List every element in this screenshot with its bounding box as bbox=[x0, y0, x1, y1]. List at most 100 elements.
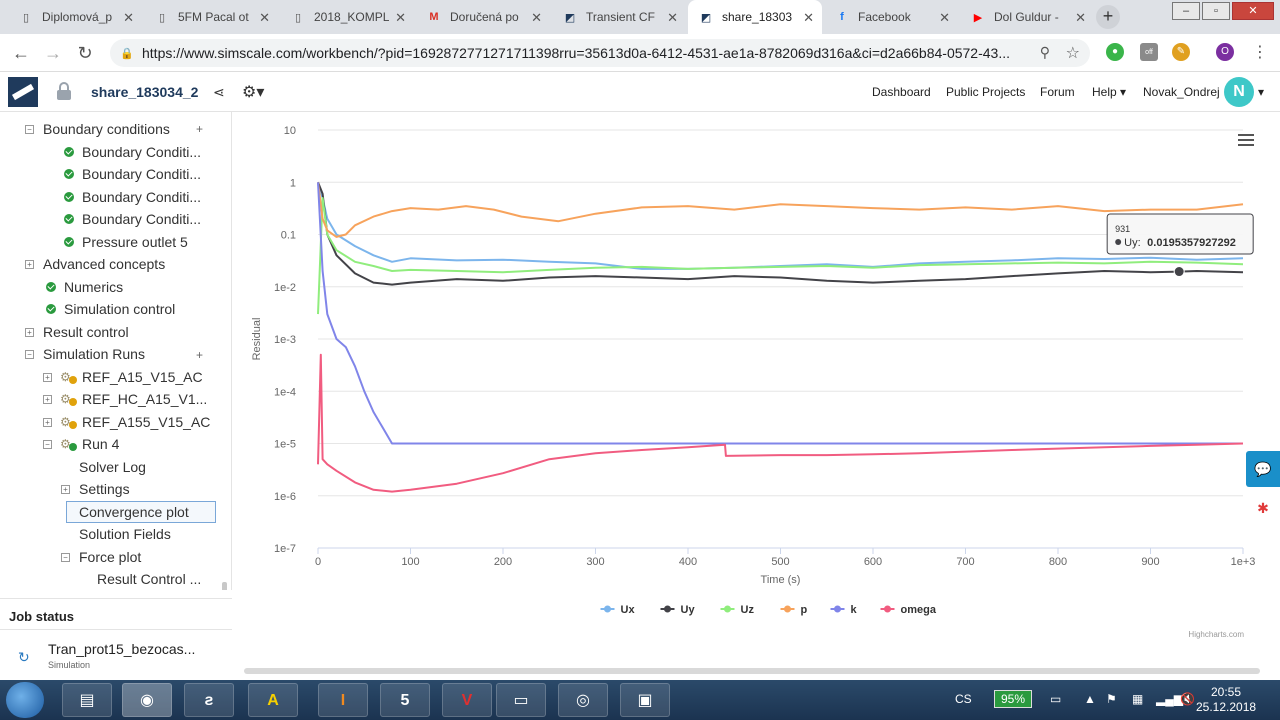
browser-tab[interactable]: ▶ Dol Guldur - ✕ bbox=[960, 0, 1094, 34]
extension-pencil-icon[interactable]: ✎ bbox=[1172, 43, 1190, 61]
expand-icon[interactable]: + bbox=[25, 260, 34, 269]
nav-public-projects[interactable]: Public Projects bbox=[946, 85, 1026, 99]
tab-close-icon[interactable]: ✕ bbox=[259, 10, 270, 25]
reload-icon[interactable]: ↻ bbox=[77, 43, 93, 63]
tree-result-control[interactable]: Result control bbox=[43, 324, 129, 340]
battery-indicator[interactable]: 95% bbox=[994, 690, 1032, 708]
tree-bc-5[interactable]: Pressure outlet 5 bbox=[64, 231, 188, 253]
add-boundary-condition-icon[interactable]: + bbox=[196, 122, 204, 136]
user-menu-chevron-icon[interactable]: ▾ bbox=[1258, 85, 1265, 99]
bug-report-icon[interactable]: ✱ bbox=[1246, 490, 1280, 526]
tray-arrow-icon[interactable]: ▲ bbox=[1084, 692, 1096, 706]
expand-icon[interactable]: + bbox=[43, 395, 52, 404]
forward-icon[interactable]: → bbox=[44, 43, 62, 63]
tree-bc-1[interactable]: Boundary Conditi... bbox=[64, 141, 201, 163]
job-name[interactable]: Tran_prot15_bezocas... bbox=[48, 641, 196, 657]
settings-gear-icon[interactable]: ⚙▾ bbox=[242, 84, 265, 101]
explorer-taskbar-icon[interactable]: ▤ bbox=[62, 683, 112, 717]
signal-icon[interactable]: ▂▄▆ bbox=[1156, 692, 1183, 706]
url-field[interactable]: 🔒 https://www.simscale.com/workbench/?pi… bbox=[110, 39, 1090, 67]
tree-result-control-item[interactable]: Result Control ... bbox=[97, 571, 202, 587]
back-icon[interactable]: ← bbox=[12, 43, 30, 63]
nav-dashboard[interactable]: Dashboard bbox=[872, 85, 931, 99]
tab-close-icon[interactable]: ✕ bbox=[1075, 10, 1086, 25]
tab-close-icon[interactable]: ✕ bbox=[803, 10, 814, 25]
legend-label-p[interactable]: p bbox=[801, 604, 808, 616]
tree-numerics[interactable]: Numerics bbox=[46, 276, 123, 298]
sidebar-scrollbar[interactable] bbox=[222, 582, 227, 590]
tree-simulation-control[interactable]: Simulation control bbox=[46, 298, 175, 320]
tree-boundary-conditions[interactable]: Boundary conditions bbox=[43, 121, 170, 137]
legend-label-Ux[interactable]: Ux bbox=[621, 604, 636, 616]
simscale-logo[interactable] bbox=[8, 77, 38, 107]
tree-simulation-runs[interactable]: Simulation Runs bbox=[43, 346, 145, 362]
expand-icon[interactable]: + bbox=[25, 328, 34, 337]
start-button[interactable] bbox=[6, 682, 44, 718]
expand-icon[interactable]: + bbox=[43, 373, 52, 382]
browser-tab[interactable]: ◩ Transient CF ✕ bbox=[552, 0, 686, 34]
expand-icon[interactable]: + bbox=[61, 485, 70, 494]
maximize-button[interactable]: ▫ bbox=[1202, 2, 1230, 20]
tray-icon[interactable]: ▭ bbox=[1050, 692, 1062, 706]
browser-tab[interactable]: ◩ share_18303 ✕ bbox=[688, 0, 822, 34]
tree-run-2[interactable]: ⚙ REF_HC_A15_V1... bbox=[60, 391, 208, 407]
tree-bc-3[interactable]: Boundary Conditi... bbox=[64, 186, 201, 208]
zoom-icon[interactable]: ⚲ bbox=[1039, 44, 1050, 60]
legend-label-k[interactable]: k bbox=[851, 604, 858, 616]
nav-forum[interactable]: Forum bbox=[1040, 85, 1075, 99]
chart-menu-icon[interactable] bbox=[1238, 134, 1254, 148]
tab-close-icon[interactable]: ✕ bbox=[123, 10, 134, 25]
bookmark-star-icon[interactable]: ☆ bbox=[1065, 45, 1080, 62]
collapse-icon[interactable]: − bbox=[25, 350, 34, 359]
collapse-icon[interactable]: − bbox=[43, 440, 52, 449]
nav-help[interactable]: Help ▾ bbox=[1092, 85, 1127, 99]
clock[interactable]: 20:55 25.12.2018 bbox=[1196, 685, 1256, 715]
tree-force-plot[interactable]: Force plot bbox=[79, 549, 142, 565]
legend-label-Uz[interactable]: Uz bbox=[741, 604, 755, 616]
solidworks-taskbar-icon[interactable]: ƨ bbox=[184, 683, 234, 717]
volume-icon[interactable]: 🔇 bbox=[1180, 692, 1195, 706]
new-tab-button[interactable]: + bbox=[1096, 5, 1120, 29]
tray-flag-icon[interactable]: ⚑ bbox=[1106, 692, 1117, 706]
browser-tab[interactable]: f Facebook ✕ bbox=[824, 0, 958, 34]
tree-solution-fields[interactable]: Solution Fields bbox=[79, 526, 171, 542]
inventor-taskbar-icon[interactable]: I bbox=[318, 683, 368, 717]
monitor-taskbar-icon[interactable]: ▣ bbox=[620, 683, 670, 717]
tree-run-1[interactable]: ⚙ REF_A15_V15_AC bbox=[60, 369, 203, 385]
tree-convergence-plot[interactable]: Convergence plot bbox=[66, 501, 216, 523]
tab-close-icon[interactable]: ✕ bbox=[395, 10, 406, 25]
share-icon[interactable]: ⋖ bbox=[213, 84, 225, 100]
extension-off-icon[interactable]: off bbox=[1140, 43, 1158, 61]
window-close-button[interactable]: ✕ bbox=[1232, 2, 1274, 20]
tab-close-icon[interactable]: ✕ bbox=[939, 10, 950, 25]
collapse-icon[interactable]: − bbox=[61, 553, 70, 562]
add-run-icon[interactable]: + bbox=[196, 348, 204, 362]
minimize-button[interactable]: – bbox=[1172, 2, 1200, 20]
user-avatar[interactable]: N bbox=[1224, 77, 1254, 107]
horizontal-scrollbar[interactable] bbox=[244, 668, 1260, 674]
tree-advanced-concepts[interactable]: Advanced concepts bbox=[43, 256, 166, 272]
username[interactable]: Novak_Ondrej bbox=[1143, 85, 1220, 99]
legend-label-Uy[interactable]: Uy bbox=[681, 604, 696, 616]
browser-tab[interactable]: M Doručená po ✕ bbox=[416, 0, 550, 34]
browser-tab[interactable]: ▯ 2018_KOMPL ✕ bbox=[280, 0, 414, 34]
hover-point-marker[interactable] bbox=[1173, 266, 1185, 278]
collapse-icon[interactable]: − bbox=[25, 125, 34, 134]
tree-run-4[interactable]: ⚙ Run 4 bbox=[60, 436, 120, 452]
browser-tab[interactable]: ▯ Diplomová_p ✕ bbox=[8, 0, 142, 34]
catia-taskbar-icon[interactable]: V bbox=[442, 683, 492, 717]
profile-avatar[interactable]: O bbox=[1216, 43, 1234, 61]
tree-run-3[interactable]: ⚙ REF_A155_V15_AC bbox=[60, 414, 211, 430]
highcharts-credit[interactable]: Highcharts.com bbox=[1188, 630, 1244, 639]
tab-close-icon[interactable]: ✕ bbox=[667, 10, 678, 25]
media-taskbar-icon[interactable]: ◎ bbox=[558, 683, 608, 717]
browser-menu-icon[interactable]: ⋮ bbox=[1252, 44, 1268, 61]
expand-icon[interactable]: + bbox=[43, 418, 52, 427]
tree-solver-log[interactable]: Solver Log bbox=[79, 459, 146, 475]
tree-settings[interactable]: Settings bbox=[79, 481, 130, 497]
autocad-taskbar-icon[interactable]: A bbox=[248, 683, 298, 717]
notepad-taskbar-icon[interactable]: ▭ bbox=[496, 683, 546, 717]
language-indicator[interactable]: CS bbox=[955, 692, 972, 706]
app5-taskbar-icon[interactable]: 5 bbox=[380, 683, 430, 717]
extension-icon[interactable]: ● bbox=[1106, 43, 1124, 61]
